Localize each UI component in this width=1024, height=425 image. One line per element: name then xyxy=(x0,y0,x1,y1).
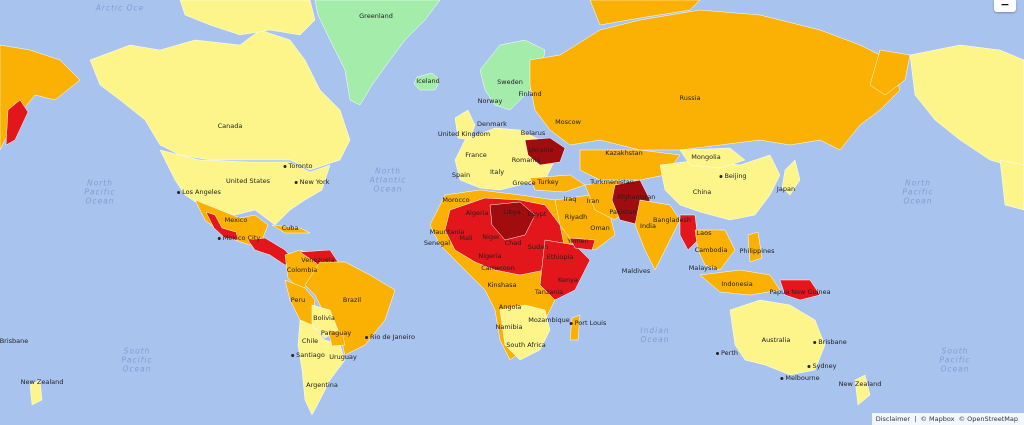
us-right-shape[interactable] xyxy=(999,159,1024,211)
chukotka-left-shape[interactable] xyxy=(0,44,81,151)
yemen-shape[interactable] xyxy=(569,237,596,251)
indonesia-shape[interactable] xyxy=(699,269,781,296)
north-pacific-ocean-label-left: North Pacific Ocean xyxy=(84,178,116,206)
se-asia-shape[interactable] xyxy=(694,229,736,271)
russia-north-shape[interactable] xyxy=(589,0,701,26)
madagascar-shape[interactable] xyxy=(569,314,581,341)
japan-shape[interactable] xyxy=(781,159,801,196)
brazil-shape[interactable] xyxy=(304,261,396,356)
arctic-islands-shape[interactable] xyxy=(179,0,316,36)
png-shape[interactable] xyxy=(779,279,821,301)
india-shape[interactable] xyxy=(634,199,681,271)
greenland-shape[interactable] xyxy=(314,0,441,106)
new-zealand-shape[interactable] xyxy=(854,374,871,406)
mexico-red-shape[interactable] xyxy=(205,211,239,241)
arctic-ocean-label: Arctic Oce xyxy=(95,3,145,13)
myanmar-shape[interactable] xyxy=(679,214,699,251)
osm-link[interactable]: © OpenStreetMap xyxy=(958,415,1018,423)
kamchatka-right-shape[interactable] xyxy=(869,49,911,96)
nz-left-shape[interactable] xyxy=(29,379,43,406)
mapbox-link[interactable]: © Mapbox xyxy=(920,415,955,423)
australia-shape[interactable] xyxy=(729,299,826,376)
south-pacific-ocean-label-left: South Pacific Ocean xyxy=(121,346,153,374)
south-pacific-ocean-label-right: South Pacific Ocean xyxy=(939,346,971,374)
china-shape[interactable] xyxy=(659,154,781,221)
united-states-shape[interactable] xyxy=(159,149,331,226)
uk-shape[interactable] xyxy=(454,109,476,141)
zoom-out-button[interactable]: − xyxy=(994,0,1016,12)
kamchatka-left-shape[interactable] xyxy=(5,99,29,146)
north-atlantic-ocean-label: North Atlantic Ocean xyxy=(369,166,407,194)
philippines-shape[interactable] xyxy=(747,231,763,263)
turkey-shape[interactable] xyxy=(529,174,586,193)
iceland-shape[interactable] xyxy=(413,72,441,91)
ukraine-shape[interactable] xyxy=(524,137,566,166)
indian-ocean-label: Indian Ocean xyxy=(640,326,670,344)
extreme-africa-shape[interactable] xyxy=(489,201,536,241)
canada-shape[interactable] xyxy=(89,29,351,171)
paraguay-shape[interactable] xyxy=(327,329,346,347)
mongolia-shape[interactable] xyxy=(679,147,746,169)
cuba-shape[interactable] xyxy=(271,224,311,234)
attribution-separator: | xyxy=(914,415,917,423)
central-asia-shape[interactable] xyxy=(579,149,681,181)
southern-africa-shape[interactable] xyxy=(499,304,551,361)
russia-shape[interactable] xyxy=(529,9,901,151)
disclaimer-link[interactable]: Disclaimer xyxy=(875,415,911,423)
north-pacific-ocean-label-right: North Pacific Ocean xyxy=(902,178,934,206)
map-attribution: Disclaimer | © Mapbox © OpenStreetMap xyxy=(871,413,1024,425)
